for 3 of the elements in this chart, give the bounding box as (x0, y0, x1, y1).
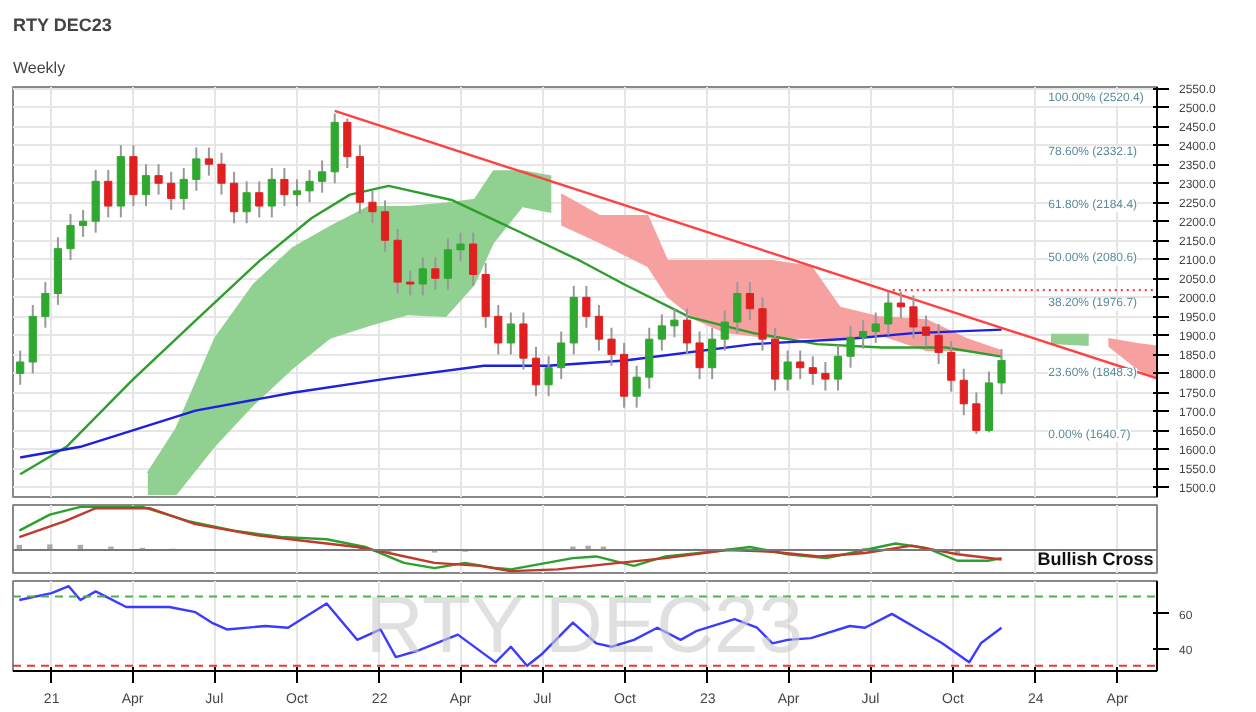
chart-title: RTY DEC23 (13, 15, 112, 35)
chart-subtitle: Weekly (13, 59, 66, 77)
annotation: Bullish Cross (1037, 549, 1154, 570)
